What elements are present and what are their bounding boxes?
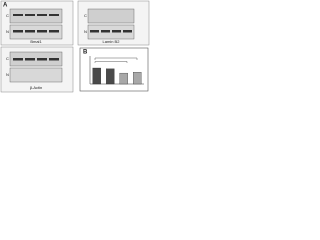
significance-bracket bbox=[94, 57, 138, 63]
blot bbox=[87, 8, 135, 24]
bands bbox=[90, 30, 132, 33]
lane-label: N bbox=[84, 29, 87, 34]
blot-label: Lamin B2 bbox=[103, 39, 121, 44]
lane-label: N bbox=[6, 72, 9, 77]
blot bbox=[87, 24, 135, 40]
bar bbox=[119, 72, 128, 85]
lane-label: C bbox=[84, 13, 87, 18]
bar bbox=[92, 67, 101, 85]
blot-label: β-Actin bbox=[30, 85, 43, 90]
bands bbox=[13, 58, 59, 61]
blot bbox=[9, 24, 63, 40]
lane-label: N bbox=[6, 29, 9, 34]
blot bbox=[9, 8, 63, 24]
figure: A C N Bmal1 C N Lamin B2 C N β-Actin B bbox=[0, 0, 150, 93]
panel-label: A bbox=[3, 3, 8, 9]
blot bbox=[9, 67, 63, 83]
lane-label: C bbox=[6, 56, 9, 61]
bar bbox=[106, 68, 115, 85]
blot bbox=[9, 51, 63, 67]
bands bbox=[13, 14, 59, 33]
blot-label: Bmal1 bbox=[30, 39, 42, 44]
panel-label: B bbox=[83, 50, 88, 56]
bar bbox=[133, 72, 142, 85]
lane-label: C bbox=[6, 13, 9, 18]
